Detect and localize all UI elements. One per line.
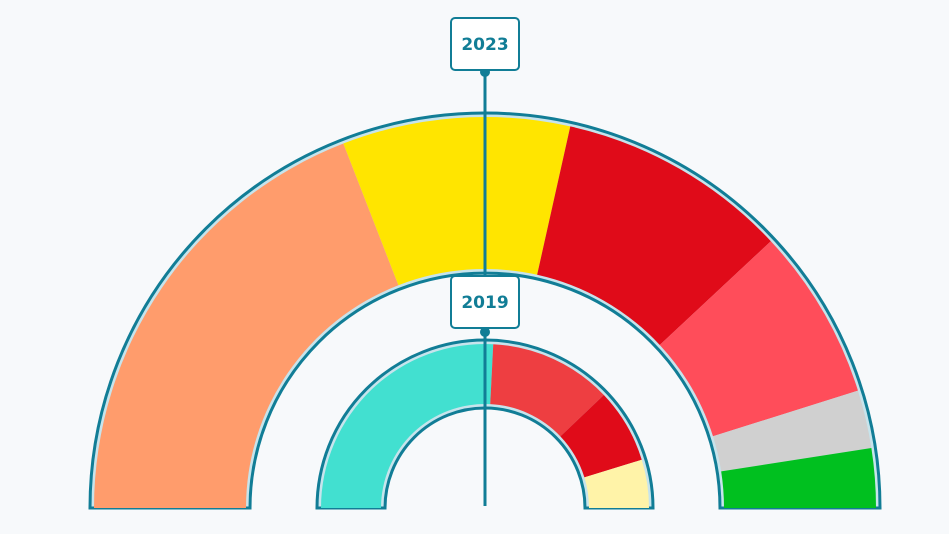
chart-2023-segment-5[interactable] [712, 390, 872, 472]
chart-2023-segment-6[interactable] [721, 448, 876, 508]
chart-2019-segment-3[interactable] [560, 394, 642, 478]
chart-2023-segment-4[interactable] [659, 241, 858, 437]
label-2019-text: 2019 [461, 293, 508, 313]
chart-2023-segment-2[interactable] [343, 116, 571, 286]
label-2023-text: 2023 [461, 35, 508, 55]
chart-2023-segment-3[interactable] [537, 126, 771, 345]
chart-2019-segment-1[interactable] [321, 344, 494, 508]
chart-2023-segment-1[interactable] [94, 143, 399, 509]
chart-2023 [88, 111, 882, 510]
chart-2019-segment-2[interactable] [490, 344, 604, 437]
label-2019: 2019 [450, 275, 520, 329]
chart-2019-segment-4[interactable] [584, 459, 649, 508]
chart-2019 [315, 338, 655, 510]
marker-dot-2019 [480, 327, 490, 337]
label-2023: 2023 [450, 17, 520, 71]
